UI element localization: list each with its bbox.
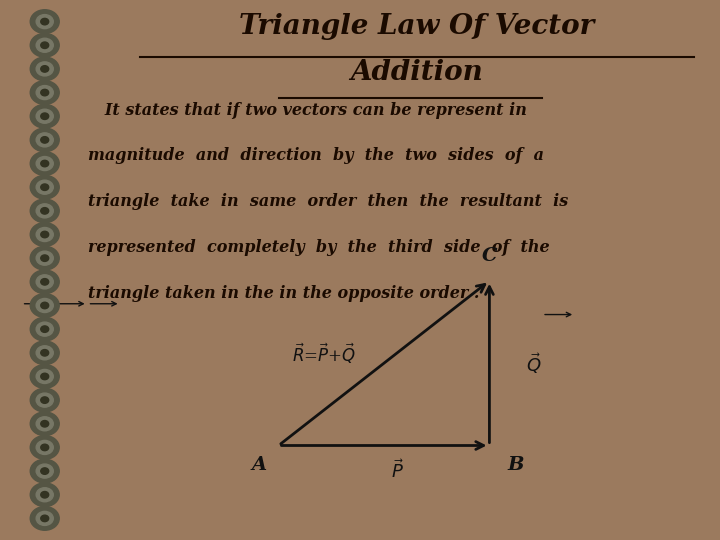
Circle shape xyxy=(36,346,53,360)
Circle shape xyxy=(36,441,53,455)
Circle shape xyxy=(36,369,53,383)
Circle shape xyxy=(41,160,49,167)
Circle shape xyxy=(41,326,49,333)
Circle shape xyxy=(36,322,53,336)
Circle shape xyxy=(41,421,49,427)
Text: $\vec{P}$: $\vec{P}$ xyxy=(391,459,404,482)
Circle shape xyxy=(36,15,53,29)
Circle shape xyxy=(41,66,49,72)
Circle shape xyxy=(41,302,49,309)
Text: A: A xyxy=(251,456,266,474)
Circle shape xyxy=(30,341,59,364)
Circle shape xyxy=(41,349,49,356)
Text: It states that if two vectors can be represent in: It states that if two vectors can be rep… xyxy=(88,102,526,118)
Circle shape xyxy=(30,364,59,388)
Text: Triangle Law Of Vector: Triangle Law Of Vector xyxy=(239,14,595,40)
Circle shape xyxy=(30,246,59,270)
Circle shape xyxy=(36,227,53,241)
Circle shape xyxy=(30,199,59,222)
Circle shape xyxy=(36,62,53,76)
Circle shape xyxy=(30,388,59,412)
Circle shape xyxy=(41,515,49,522)
Text: represented  completely  by  the  third  side  of  the: represented completely by the third side… xyxy=(88,239,549,256)
Circle shape xyxy=(41,113,49,119)
Circle shape xyxy=(41,207,49,214)
Circle shape xyxy=(30,176,59,199)
Text: triangle taken in the in the opposite order .: triangle taken in the in the opposite or… xyxy=(88,285,479,302)
Circle shape xyxy=(36,275,53,289)
Circle shape xyxy=(41,279,49,285)
Circle shape xyxy=(36,157,53,171)
Circle shape xyxy=(30,104,59,128)
Circle shape xyxy=(36,488,53,502)
Circle shape xyxy=(36,511,53,525)
Circle shape xyxy=(30,128,59,152)
Text: magnitude  and  direction  by  the  two  sides  of  a: magnitude and direction by the two sides… xyxy=(88,147,544,164)
Circle shape xyxy=(30,10,59,33)
Circle shape xyxy=(30,507,59,530)
Circle shape xyxy=(30,270,59,294)
Text: $\vec{Q}$: $\vec{Q}$ xyxy=(526,350,541,376)
Circle shape xyxy=(36,180,53,194)
Text: B: B xyxy=(508,456,524,474)
Circle shape xyxy=(41,468,49,474)
Circle shape xyxy=(30,459,59,483)
Circle shape xyxy=(41,89,49,96)
Circle shape xyxy=(41,137,49,143)
Circle shape xyxy=(36,251,53,265)
Circle shape xyxy=(30,318,59,341)
Text: C: C xyxy=(482,247,498,265)
Circle shape xyxy=(41,231,49,238)
Circle shape xyxy=(41,397,49,403)
Text: $\vec{R}$=$\vec{P}$+$\vec{Q}$: $\vec{R}$=$\vec{P}$+$\vec{Q}$ xyxy=(292,342,356,366)
Circle shape xyxy=(36,109,53,123)
Text: triangle  take  in  same  order  then  the  resultant  is: triangle take in same order then the res… xyxy=(88,193,568,210)
Circle shape xyxy=(30,33,59,57)
Circle shape xyxy=(30,222,59,246)
Circle shape xyxy=(36,204,53,218)
Circle shape xyxy=(36,464,53,478)
Circle shape xyxy=(30,80,59,104)
Circle shape xyxy=(41,184,49,191)
Circle shape xyxy=(30,412,59,436)
Circle shape xyxy=(41,491,49,498)
Circle shape xyxy=(30,57,59,81)
Circle shape xyxy=(41,255,49,261)
Circle shape xyxy=(36,299,53,313)
Circle shape xyxy=(41,373,49,380)
Circle shape xyxy=(41,444,49,451)
Circle shape xyxy=(36,85,53,99)
Circle shape xyxy=(41,18,49,25)
Circle shape xyxy=(41,42,49,49)
Circle shape xyxy=(30,152,59,176)
Circle shape xyxy=(36,133,53,147)
Circle shape xyxy=(30,483,59,507)
Circle shape xyxy=(36,393,53,407)
Circle shape xyxy=(30,436,59,460)
Text: Addition: Addition xyxy=(351,59,483,86)
Circle shape xyxy=(30,294,59,318)
Circle shape xyxy=(36,38,53,52)
Circle shape xyxy=(36,417,53,431)
